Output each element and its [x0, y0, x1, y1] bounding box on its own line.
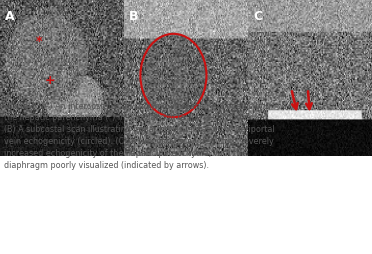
Text: Figure 1. (A) An intercostal scan showing increased echogenicity in
the hepatic : Figure 1. (A) An intercostal scan showin… — [4, 102, 274, 170]
Text: *: * — [36, 35, 42, 48]
Text: C: C — [253, 10, 262, 23]
Text: +: + — [44, 74, 55, 87]
Text: B: B — [129, 10, 138, 23]
Text: A: A — [5, 10, 15, 23]
